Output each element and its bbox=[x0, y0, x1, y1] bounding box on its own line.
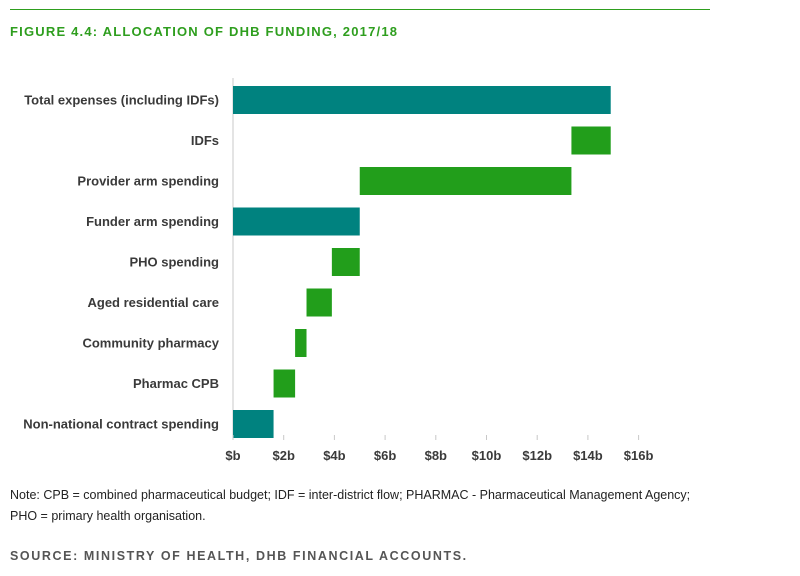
bar-community-pharmacy bbox=[295, 329, 307, 357]
category-label: Community pharmacy bbox=[82, 336, 219, 351]
x-tick-label: $12b bbox=[522, 448, 552, 463]
x-tick-label: $14b bbox=[573, 448, 603, 463]
note-line-1: Note: CPB = combined pharmaceutical budg… bbox=[10, 488, 691, 502]
bar-aged-residential-care bbox=[306, 288, 332, 317]
category-label: PHO spending bbox=[129, 255, 219, 270]
chart-note: Note: CPB = combined pharmaceutical budg… bbox=[10, 485, 770, 527]
x-tick-label: $b bbox=[225, 448, 240, 463]
category-label: Pharmac CPB bbox=[133, 376, 219, 391]
x-tick-label: $10b bbox=[472, 448, 502, 463]
category-label: Total expenses (including IDFs) bbox=[24, 93, 219, 108]
x-tick-label: $8b bbox=[425, 448, 447, 463]
category-label: IDFs bbox=[191, 133, 219, 148]
x-tick-label: $6b bbox=[374, 448, 396, 463]
x-tick-label: $16b bbox=[624, 448, 654, 463]
bar-funder-arm-spending bbox=[233, 207, 360, 236]
category-label: Provider arm spending bbox=[77, 174, 219, 189]
note-line-2: PHO = primary health organisation. bbox=[10, 509, 206, 523]
category-label: Aged residential care bbox=[88, 295, 220, 310]
bar-pharmac-cpb bbox=[273, 369, 296, 398]
bar-provider-arm-spending bbox=[359, 167, 572, 195]
bar-idfs bbox=[571, 126, 611, 155]
x-tick-label: $2b bbox=[272, 448, 294, 463]
category-label: Non-national contract spending bbox=[23, 417, 219, 432]
waterfall-chart: Total expenses (including IDFs) IDFs Provi… bbox=[23, 78, 654, 463]
x-tick-label: $4b bbox=[323, 448, 345, 463]
bar-non-national-contract-spending bbox=[233, 410, 274, 438]
bar-total-expenses-including-idfs bbox=[233, 86, 611, 114]
category-label: Funder arm spending bbox=[86, 214, 219, 229]
top-rule bbox=[10, 9, 710, 10]
figure-title: FIGURE 4.4: ALLOCATION OF DHB FUNDING, 2… bbox=[10, 24, 399, 39]
source-line: SOURCE: MINISTRY OF HEALTH, DHB FINANCIA… bbox=[10, 549, 468, 563]
bar-pho-spending bbox=[331, 248, 360, 276]
